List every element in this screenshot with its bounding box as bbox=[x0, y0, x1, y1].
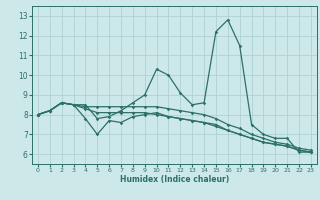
X-axis label: Humidex (Indice chaleur): Humidex (Indice chaleur) bbox=[120, 175, 229, 184]
